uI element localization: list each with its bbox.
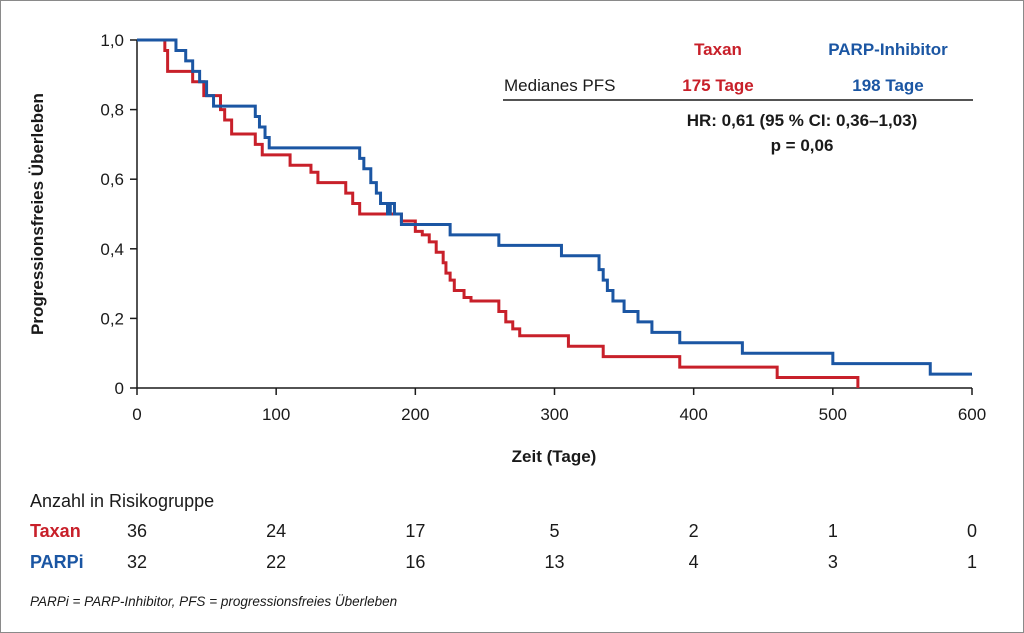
hazard-ratio: HR: 0,61 (95 % CI: 0,36–1,03): [687, 111, 918, 130]
y-tick-label: 0,6: [100, 170, 124, 189]
legend-median-taxan: 175 Tage: [682, 76, 754, 95]
risk-row-parpi: PARPi 32 22 16 13 4 3 1: [0, 552, 1024, 576]
p-value: p = 0,06: [771, 136, 834, 155]
series-line-parpi: [137, 38, 972, 376]
x-tick-label: 600: [958, 405, 986, 424]
risk-value: 5: [549, 521, 560, 541]
risk-value: 22: [266, 552, 287, 572]
y-tick-label: 0: [115, 379, 124, 398]
risk-value: 32: [126, 552, 148, 572]
legend-median-parpi: 198 Tage: [852, 76, 924, 95]
risk-value: 17: [405, 521, 426, 541]
risk-value: 36: [126, 521, 148, 541]
footnote: PARPi = PARP-Inhibitor, PFS = progressio…: [30, 594, 398, 609]
x-tick-label: 100: [262, 405, 290, 424]
x-tick-label: 300: [540, 405, 568, 424]
y-tick-label: 0,4: [100, 240, 124, 259]
y-axis-label: Progressionsfreies Überleben: [28, 93, 47, 335]
risk-row-taxan: Taxan 36 24 17 5 2 1 0: [0, 521, 1024, 545]
legend-row-label: Medianes PFS: [504, 76, 616, 95]
risk-table-title: Anzahl in Risikogruppe: [30, 491, 215, 511]
x-tick-label: 200: [401, 405, 429, 424]
series-line-taxan: [137, 38, 860, 388]
y-tick-label: 0,8: [100, 101, 124, 120]
risk-value: 13: [544, 552, 565, 572]
x-tick-label: 400: [679, 405, 707, 424]
risk-value: 0: [966, 521, 978, 541]
risk-value: 2: [688, 521, 699, 541]
x-tick-label: 0: [132, 405, 141, 424]
x-axis-label: Zeit (Tage): [512, 447, 597, 466]
x-tick-label: 500: [819, 405, 847, 424]
y-tick-label: 0,2: [100, 309, 124, 328]
risk-label-taxan: Taxan: [30, 521, 81, 541]
risk-value: 1: [966, 552, 978, 572]
y-tick-label: 1,0: [100, 31, 124, 50]
legend-header-taxan: Taxan: [694, 40, 742, 59]
risk-value: 4: [688, 552, 699, 572]
risk-value: 3: [827, 552, 838, 572]
risk-value: 16: [405, 552, 426, 572]
risk-label-parpi: PARPi: [30, 552, 84, 572]
km-chart: 0 0,2 0,4 0,6 0,8 1,0 0 100 200 300 400 500 600 Pro…: [28, 31, 986, 466]
legend-header-parpi: PARP-Inhibitor: [828, 40, 948, 59]
risk-value: 24: [266, 521, 287, 541]
risk-value: 1: [827, 521, 838, 541]
